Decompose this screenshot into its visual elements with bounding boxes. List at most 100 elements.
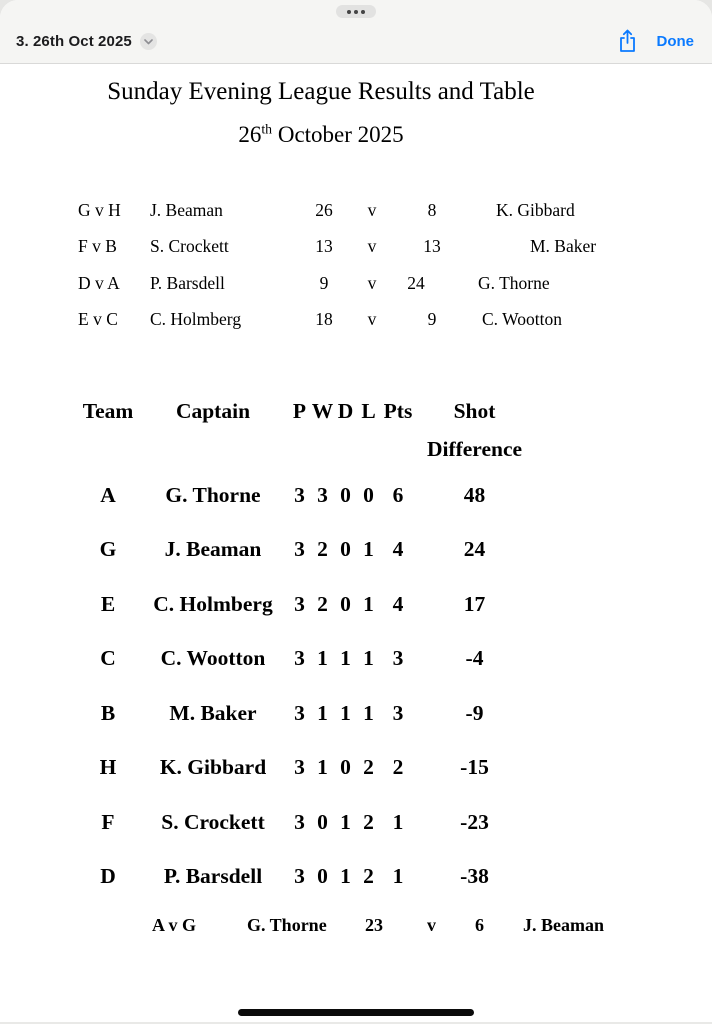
date-day: 26 (238, 122, 262, 147)
playoff-row: A v G G. Thorne 23 v 6 J. Beaman (152, 904, 642, 946)
result-vs: v (367, 236, 377, 257)
handle-dot-icon (347, 9, 351, 14)
result-away-captain: K. Gibbard (496, 199, 575, 220)
cell-team: G (99, 537, 117, 562)
cell-lost: 0 (363, 482, 374, 507)
share-button[interactable] (618, 29, 637, 53)
table-row: B M. Baker 3 1 1 1 3 -9 (78, 686, 642, 741)
cell-drawn: 1 (340, 700, 351, 725)
header-difference: Difference (426, 436, 523, 461)
cell-won: 1 (317, 755, 328, 780)
date-ordinal: th (261, 121, 273, 137)
toolbar: 3. 26th Oct 2025 Done (0, 0, 712, 64)
cell-played: 3 (294, 482, 305, 507)
result-away-score: 13 (423, 236, 441, 257)
cell-team: F (101, 809, 115, 834)
cell-shot-difference: 48 (463, 482, 486, 507)
cell-shot-difference: -9 (465, 700, 484, 725)
cell-captain: M. Baker (169, 700, 257, 725)
result-row: E v C C. Holmberg 18 v 9 C. Wootton (78, 302, 642, 339)
cell-captain: P. Barsdell (163, 864, 263, 889)
header-won: W (311, 398, 334, 423)
result-away-score: 24 (407, 272, 425, 293)
result-row: D v A P. Barsdell 9 v 24 G. Thorne (78, 265, 642, 302)
result-vs: v (367, 272, 377, 293)
handle-dot-icon (354, 9, 358, 14)
table-row: G J. Beaman 3 2 0 1 4 24 (78, 523, 642, 578)
cell-team: E (100, 591, 116, 616)
cell-drawn: 0 (340, 591, 351, 616)
table-row: A G. Thorne 3 3 0 0 6 48 (78, 468, 642, 523)
cell-points: 6 (392, 482, 404, 507)
result-home-score: 26 (315, 199, 333, 220)
cell-played: 3 (294, 700, 305, 725)
cell-lost: 1 (363, 646, 374, 671)
playoff-vs: v (427, 914, 436, 935)
cell-team: B (100, 700, 116, 725)
cell-won: 0 (317, 864, 328, 889)
header-shot: Shot (453, 398, 496, 423)
cell-shot-difference: -15 (460, 755, 489, 780)
cell-lost: 2 (363, 864, 374, 889)
multitasking-handle[interactable] (336, 5, 376, 18)
home-indicator[interactable] (238, 1009, 474, 1016)
document-page: Sunday Evening League Results and Table … (0, 64, 712, 1024)
toolbar-right-group: Done (618, 29, 695, 53)
result-home-captain: S. Crockett (150, 236, 229, 257)
cell-played: 3 (294, 864, 305, 889)
document-title-menu[interactable]: 3. 26th Oct 2025 (16, 33, 157, 50)
playoff-away-score: 6 (475, 914, 484, 935)
result-home-captain: P. Barsdell (150, 272, 225, 293)
date-rest: October 2025 (272, 122, 404, 147)
cell-captain: C. Wootton (160, 646, 266, 671)
cell-team: C (100, 646, 116, 671)
cell-points: 3 (392, 700, 404, 725)
cell-won: 0 (317, 809, 328, 834)
cell-shot-difference: 24 (463, 537, 486, 562)
cell-lost: 1 (363, 537, 374, 562)
header-played: P (292, 398, 307, 423)
results-list: G v H J. Beaman 26 v 8 K. Gibbard F v B … (78, 192, 642, 338)
result-matchup: D v A (78, 272, 120, 293)
result-away-captain: C. Wootton (482, 309, 562, 330)
chevron-down-icon (144, 38, 153, 44)
playoff-home-score: 23 (365, 914, 383, 935)
result-away-captain: G. Thorne (478, 272, 550, 293)
document-content: Sunday Evening League Results and Table … (0, 64, 642, 946)
result-home-score: 13 (315, 236, 333, 257)
header-points: Pts (383, 398, 413, 423)
document-title-label: 3. 26th Oct 2025 (16, 33, 132, 50)
cell-won: 3 (317, 482, 328, 507)
cell-drawn: 1 (340, 809, 351, 834)
cell-drawn: 1 (340, 646, 351, 671)
header-lost: L (361, 398, 376, 423)
league-table: Team Captain P W D L Pts Shot Difference… (78, 392, 642, 904)
cell-played: 3 (294, 537, 305, 562)
cell-shot-difference: -38 (460, 864, 489, 889)
cell-played: 3 (294, 755, 305, 780)
cell-captain: G. Thorne (165, 482, 261, 507)
table-header-row-2: Difference (78, 430, 642, 468)
cell-played: 3 (294, 591, 305, 616)
cell-drawn: 1 (340, 864, 351, 889)
result-vs: v (367, 199, 377, 220)
cell-lost: 2 (363, 755, 374, 780)
table-row: D P. Barsdell 3 0 1 2 1 -38 (78, 850, 642, 905)
result-home-score: 9 (319, 272, 329, 293)
cell-drawn: 0 (340, 482, 351, 507)
cell-shot-difference: -4 (465, 646, 484, 671)
chevron-down-button[interactable] (139, 33, 157, 50)
share-icon (619, 29, 635, 52)
table-header-row: Team Captain P W D L Pts Shot (78, 392, 642, 430)
table-row: E C. Holmberg 3 2 0 1 4 17 (78, 577, 642, 632)
cell-points: 1 (392, 809, 404, 834)
header-drawn: D (337, 398, 354, 423)
cell-points: 4 (392, 537, 404, 562)
cell-won: 1 (317, 700, 328, 725)
handle-dot-icon (361, 9, 365, 14)
cell-team: D (100, 864, 116, 889)
cell-team: A (100, 482, 116, 507)
cell-won: 2 (317, 537, 328, 562)
done-button[interactable]: Done (656, 32, 695, 50)
